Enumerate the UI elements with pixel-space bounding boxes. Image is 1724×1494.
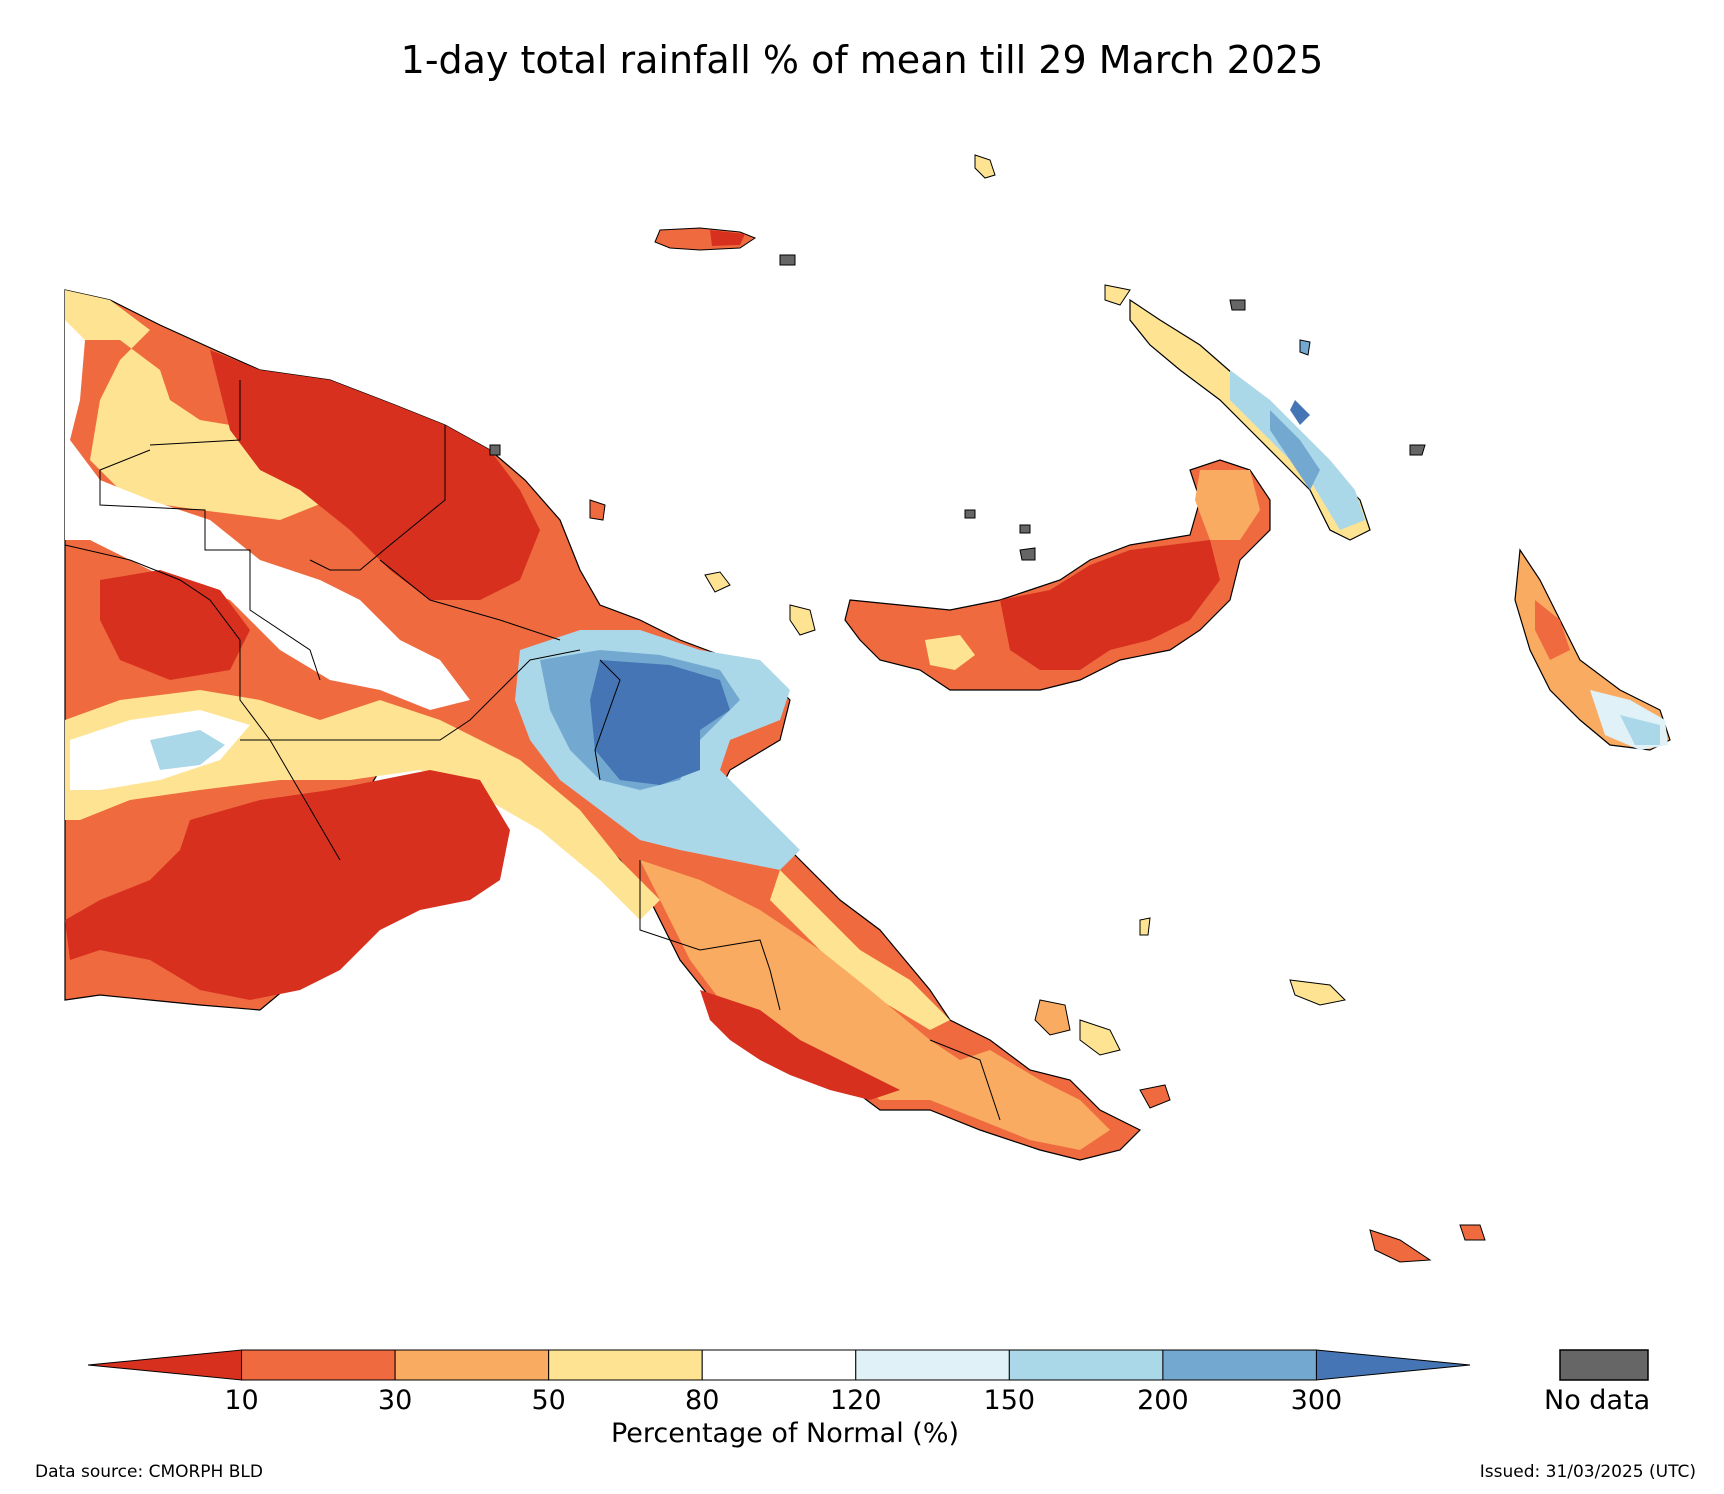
colorbar-bin [394, 1349, 550, 1381]
colorbar-title: Percentage of Normal (%) [610, 1418, 960, 1449]
colorbar-bin [1008, 1349, 1164, 1381]
colorbar-tick-label: 50 [531, 1385, 566, 1416]
colorbar-segments [87, 1349, 1471, 1381]
data-source: Data source: CMORPH BLD [35, 1462, 263, 1482]
mainland [64, 289, 1142, 1161]
zone-se-yellow [770, 870, 950, 1030]
nodata-islands [489, 254, 1426, 561]
nodata-swatch [1559, 1349, 1649, 1381]
colorbar-extend-high [1315, 1349, 1471, 1381]
colorbar-tick-label: 150 [983, 1385, 1036, 1416]
zone-se-orange [640, 860, 1110, 1150]
small-islands [589, 154, 1311, 636]
colorbar-bin [701, 1349, 857, 1381]
nodata-label: No data [1544, 1385, 1651, 1416]
colorbar-bin [855, 1349, 1010, 1381]
colorbar-bin [241, 1349, 396, 1381]
colorbar-tick-label: 300 [1290, 1385, 1343, 1416]
colorbar-extend-low [87, 1349, 243, 1381]
zone-mid-lightblue [150, 730, 225, 770]
zone-south-red [65, 770, 510, 1000]
province-boundaries [64, 380, 1001, 1121]
colorbar-bin [548, 1349, 703, 1381]
new-ireland [1129, 298, 1371, 541]
colorbar-tick-label: 80 [685, 1385, 720, 1416]
chart-title: 1-day total rainfall % of mean till 29 M… [400, 38, 1324, 82]
zone-west-red [100, 570, 250, 680]
new-britain [844, 459, 1271, 691]
manus-red [710, 230, 745, 246]
zone-nw-white [65, 320, 470, 710]
rainfall-map [64, 154, 1671, 1263]
colorbar-tick-label: 120 [829, 1385, 882, 1416]
zone-center-blue-dark [590, 660, 730, 785]
bougainville [1514, 548, 1671, 751]
colorbar-bin [1162, 1349, 1317, 1381]
colorbar-tick-label: 30 [377, 1385, 413, 1416]
issued-date: Issued: 31/03/2025 (UTC) [1479, 1462, 1696, 1482]
colorbar-tick-label: 10 [224, 1385, 259, 1416]
milne-bay-islands [1034, 917, 1486, 1263]
zone-north-red [210, 350, 540, 600]
zone-se-red [700, 990, 900, 1100]
colorbar-tick-label: 200 [1137, 1385, 1189, 1416]
